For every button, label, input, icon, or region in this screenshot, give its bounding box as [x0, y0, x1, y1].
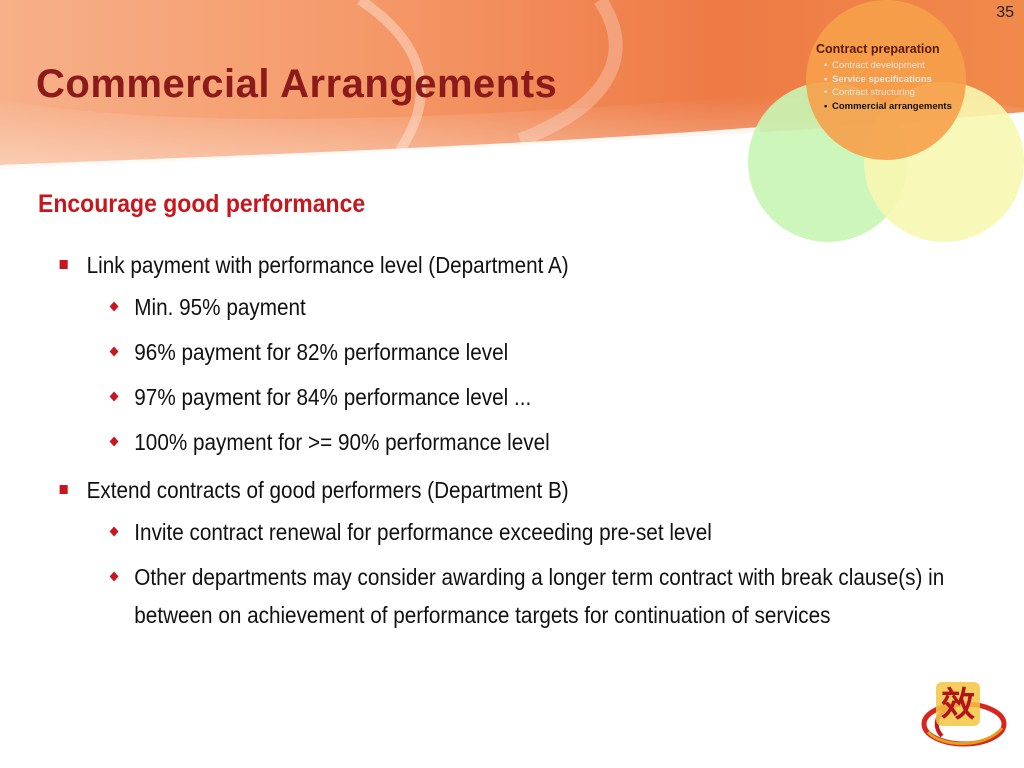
slide-content: Link payment with performance level (Dep…: [56, 248, 956, 646]
diamond-bullet-icon: [109, 301, 119, 312]
bullet-text: Link payment with performance level (Dep…: [86, 252, 569, 278]
sub-bullet-item: Other departments may consider awarding …: [56, 558, 998, 634]
efficiency-logo-icon: 效: [921, 682, 1007, 747]
diamond-bullet-icon: [109, 391, 119, 402]
sub-bullet-text: Other departments may consider awarding …: [134, 564, 945, 628]
diamond-bullet-icon: [109, 526, 119, 537]
sub-bullet-text: 96% payment for 82% performance level: [134, 339, 509, 365]
nav-heading: Contract preparation: [816, 42, 940, 56]
page-number: 35: [996, 4, 1014, 21]
sub-bullet-text: 97% payment for 84% performance level ..…: [134, 384, 532, 410]
section-nav-panel: Contract preparation • Contract developme…: [808, 42, 978, 113]
sub-bullet-item: 100% payment for >= 90% performance leve…: [56, 423, 1024, 461]
square-bullet-icon: [59, 260, 68, 269]
decorative-circles: [748, 0, 1024, 242]
sub-bullet-text: Invite contract renewal for performance …: [134, 519, 712, 545]
bullet-group-department-a: Link payment with performance level (Dep…: [56, 248, 956, 461]
nav-item-commercial-arrangements: • Commercial arrangements: [824, 100, 952, 112]
sub-bullet-text: Min. 95% payment: [134, 294, 306, 320]
square-bullet-icon: [59, 485, 68, 494]
slide-subtitle: Encourage good performance: [38, 190, 366, 218]
diamond-bullet-icon: [109, 346, 119, 357]
nav-item-contract-structuring: • Contract structuring: [824, 87, 915, 98]
bullet-group-department-b: Extend contracts of good performers (Dep…: [56, 473, 956, 634]
nav-item-contract-development: • Contract development: [824, 60, 925, 71]
sub-bullet-item: 97% payment for 84% performance level ..…: [56, 378, 1024, 416]
sub-bullet-text: 100% payment for >= 90% performance leve…: [134, 429, 550, 455]
orange-circle: [806, 0, 966, 160]
slide-title: Commercial Arrangements: [36, 62, 558, 106]
bullet-text: Extend contracts of good performers (Dep…: [86, 477, 569, 503]
sub-bullet-item: Invite contract renewal for performance …: [56, 513, 1024, 551]
nav-list: • Contract development • Service specifica…: [808, 59, 978, 113]
diamond-bullet-icon: [109, 436, 119, 447]
bullet-item: Link payment with performance level (Dep…: [56, 248, 987, 282]
logo-glyph: 效: [941, 685, 975, 725]
sub-bullet-item: 96% payment for 82% performance level: [56, 333, 1024, 371]
nav-item-service-specifications: • Service specifications: [824, 73, 932, 85]
diamond-bullet-icon: [109, 571, 119, 582]
sub-bullet-item: Min. 95% payment: [56, 288, 1024, 326]
bullet-item: Extend contracts of good performers (Dep…: [56, 473, 987, 507]
